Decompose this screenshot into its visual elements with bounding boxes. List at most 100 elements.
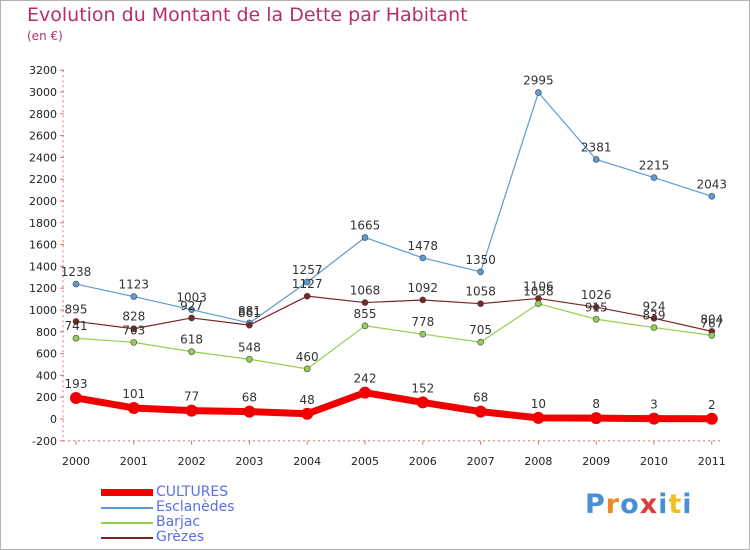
data-label: 855	[354, 307, 377, 321]
data-point	[70, 391, 82, 404]
data-label: 1257	[292, 263, 323, 277]
x-tick-label: 2000	[62, 455, 90, 468]
logo-letter: i	[658, 489, 669, 520]
data-point	[416, 396, 429, 409]
data-point	[650, 174, 658, 181]
y-tick-label: -200	[32, 435, 57, 448]
data-point	[361, 234, 369, 241]
y-tick-label: 1600	[29, 239, 57, 252]
data-point	[532, 411, 545, 424]
logo-letter: t	[668, 489, 683, 520]
y-tick-label: 2400	[29, 151, 57, 164]
data-label: 1092	[408, 281, 439, 295]
data-label: 8	[592, 397, 600, 411]
x-tick-label: 2004	[293, 455, 321, 468]
data-label: 152	[411, 381, 434, 395]
data-label: 68	[473, 391, 488, 405]
data-label: 778	[411, 315, 434, 329]
data-point	[361, 299, 369, 306]
data-point	[419, 296, 427, 304]
legend-swatch	[101, 506, 153, 509]
data-label: 77	[184, 390, 199, 404]
series-line	[75, 91, 712, 324]
y-tick-label: 200	[36, 391, 57, 404]
data-label: 1478	[408, 239, 439, 253]
x-tick-label: 2007	[467, 455, 495, 468]
legend-item: CULTURES	[101, 485, 235, 500]
data-label: 2995	[523, 74, 554, 88]
legend-label: CULTURES	[156, 484, 229, 500]
data-point	[477, 338, 484, 346]
x-tick-label: 2001	[120, 455, 148, 468]
y-tick-label: 2600	[29, 130, 57, 143]
y-tick-label: 600	[36, 348, 57, 361]
data-point	[477, 268, 484, 276]
y-tick-label: 2800	[29, 108, 57, 121]
logo-letter: P	[585, 489, 606, 520]
x-tick-label: 2011	[698, 455, 726, 468]
data-label: 1127	[292, 277, 323, 291]
data-point	[72, 334, 80, 342]
y-tick-label: 3200	[29, 64, 57, 77]
data-point	[708, 332, 716, 339]
data-label: 2	[708, 398, 716, 412]
legend-swatch	[101, 536, 153, 539]
data-label: 2381	[581, 140, 612, 154]
legend-swatch	[101, 489, 153, 496]
data-point	[592, 315, 600, 323]
logo-letter: o	[620, 489, 640, 520]
logo-letter: r	[605, 489, 621, 520]
y-tick-label: 1400	[29, 260, 57, 273]
data-point	[188, 314, 195, 322]
y-tick-label: 400	[36, 369, 57, 382]
data-point	[419, 254, 427, 262]
x-tick-label: 2006	[409, 455, 437, 468]
data-point	[303, 365, 311, 373]
data-point	[130, 293, 138, 300]
data-point	[535, 89, 542, 96]
legend-label: Esclanèdes	[156, 499, 235, 515]
legend-label: Barjac	[156, 514, 201, 530]
data-label: 193	[65, 377, 88, 391]
data-label: 3	[650, 398, 658, 412]
y-tick-label: 3000	[29, 86, 57, 99]
data-label: 861	[238, 306, 261, 320]
data-label: 767	[700, 316, 723, 330]
logo-letter: x	[639, 489, 659, 520]
x-tick-label: 2008	[524, 455, 552, 468]
data-label: 1058	[465, 285, 496, 299]
legend-item: Esclanèdes	[101, 500, 235, 515]
legend-item: Grèzes	[101, 530, 235, 545]
x-tick-label: 2005	[351, 455, 379, 468]
data-point	[535, 300, 542, 307]
data-point	[650, 314, 658, 322]
data-point	[130, 325, 138, 333]
data-label: 839	[643, 309, 666, 323]
x-tick-label: 2003	[235, 455, 263, 468]
data-point	[72, 280, 80, 288]
data-point	[419, 330, 427, 338]
data-label: 741	[65, 319, 88, 333]
y-tick-label: 2000	[29, 195, 57, 208]
series-line	[75, 303, 712, 370]
data-label: 618	[180, 333, 203, 347]
data-label: 1106	[523, 279, 554, 293]
data-point	[708, 193, 716, 200]
data-point	[648, 412, 660, 425]
data-label: 924	[643, 299, 666, 313]
data-label: 927	[180, 299, 203, 313]
data-point	[188, 348, 195, 355]
data-label: 2215	[639, 159, 670, 173]
unit-label: (en €)	[27, 29, 63, 43]
series-barjac: 741 703 618 548 460 855 778 705 1058 915 839 767	[65, 285, 723, 373]
data-label: 703	[122, 323, 145, 337]
x-tick-label: 2002	[178, 455, 206, 468]
data-point	[592, 303, 600, 311]
data-label: 10	[531, 397, 546, 411]
legend: CULTURES Esclanèdes Barjac Grèzes	[101, 485, 235, 545]
logo-letter: i	[682, 489, 693, 520]
data-label: 68	[242, 391, 257, 405]
proxiti-logo: Proxiti	[585, 489, 693, 520]
data-point	[650, 324, 658, 331]
